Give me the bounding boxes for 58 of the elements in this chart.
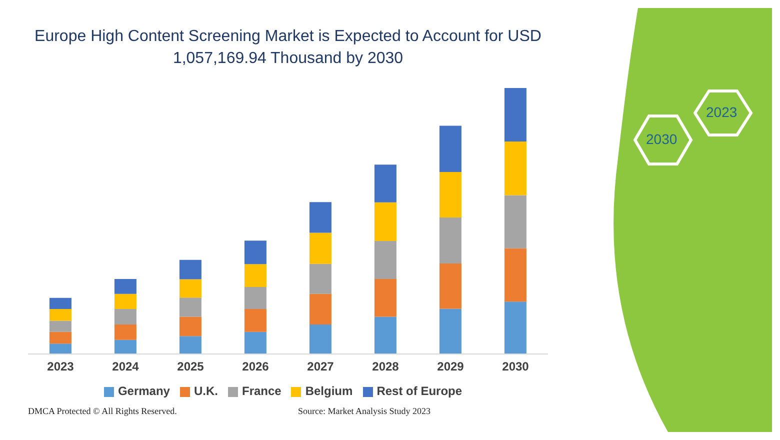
bar	[374, 240, 396, 279]
x-tick-label: 2028	[372, 360, 400, 374]
x-tick-label: 2027	[307, 360, 334, 374]
bar	[179, 336, 202, 354]
bar	[179, 279, 202, 298]
bar	[114, 294, 136, 310]
bar	[504, 302, 526, 354]
bar	[439, 218, 462, 264]
bar	[309, 294, 332, 324]
x-tick-label: 2026	[242, 360, 270, 374]
bar	[309, 232, 332, 264]
bar	[374, 316, 396, 354]
bar	[309, 324, 332, 354]
bar	[179, 298, 202, 317]
x-tick-label: 2025	[177, 360, 204, 374]
text: 2030	[646, 131, 678, 147]
bar	[439, 126, 462, 172]
bar	[244, 332, 266, 354]
bar	[504, 141, 526, 196]
bar	[114, 278, 136, 294]
bar	[374, 278, 396, 317]
bar	[49, 309, 72, 321]
bar	[439, 264, 462, 309]
bar	[179, 260, 202, 280]
bar	[49, 298, 72, 310]
x-tick-label: 2029	[437, 360, 464, 374]
bar	[114, 309, 136, 324]
bar	[114, 340, 136, 354]
bar	[439, 308, 462, 354]
bar	[49, 320, 72, 332]
source-note: Source: Market Analysis Study 2023	[298, 406, 430, 416]
bar	[49, 332, 72, 344]
text: DMCA Protected © All Rights Reserved.	[28, 406, 177, 416]
bar	[439, 172, 462, 218]
x-tick-label: 2024	[112, 360, 140, 374]
bar	[244, 264, 266, 287]
bar	[179, 316, 202, 336]
x-tick-label: 2030	[502, 360, 530, 374]
bar	[374, 202, 396, 241]
bar	[504, 248, 526, 302]
text: 2023	[706, 104, 738, 120]
legend-label: U.K.	[194, 384, 218, 398]
bar	[244, 286, 266, 310]
legend-label: Rest of Europe	[376, 384, 462, 398]
legend-label: France	[242, 384, 282, 398]
bar	[49, 344, 72, 354]
legend-label: Germany	[118, 384, 170, 398]
bar	[504, 88, 526, 142]
bar	[309, 202, 332, 233]
x-tick-label: 2023	[47, 360, 74, 374]
chart-title: Europe High Content Screening Market is Expected to Account for USD 1,057,169.94 Thousand by 2030	[34, 27, 542, 69]
legend-label: Belgium	[305, 384, 353, 398]
bar	[114, 324, 136, 340]
bar	[309, 264, 332, 294]
bar	[504, 195, 526, 248]
bar	[374, 164, 396, 202]
bar	[244, 240, 266, 264]
bar	[244, 309, 266, 332]
